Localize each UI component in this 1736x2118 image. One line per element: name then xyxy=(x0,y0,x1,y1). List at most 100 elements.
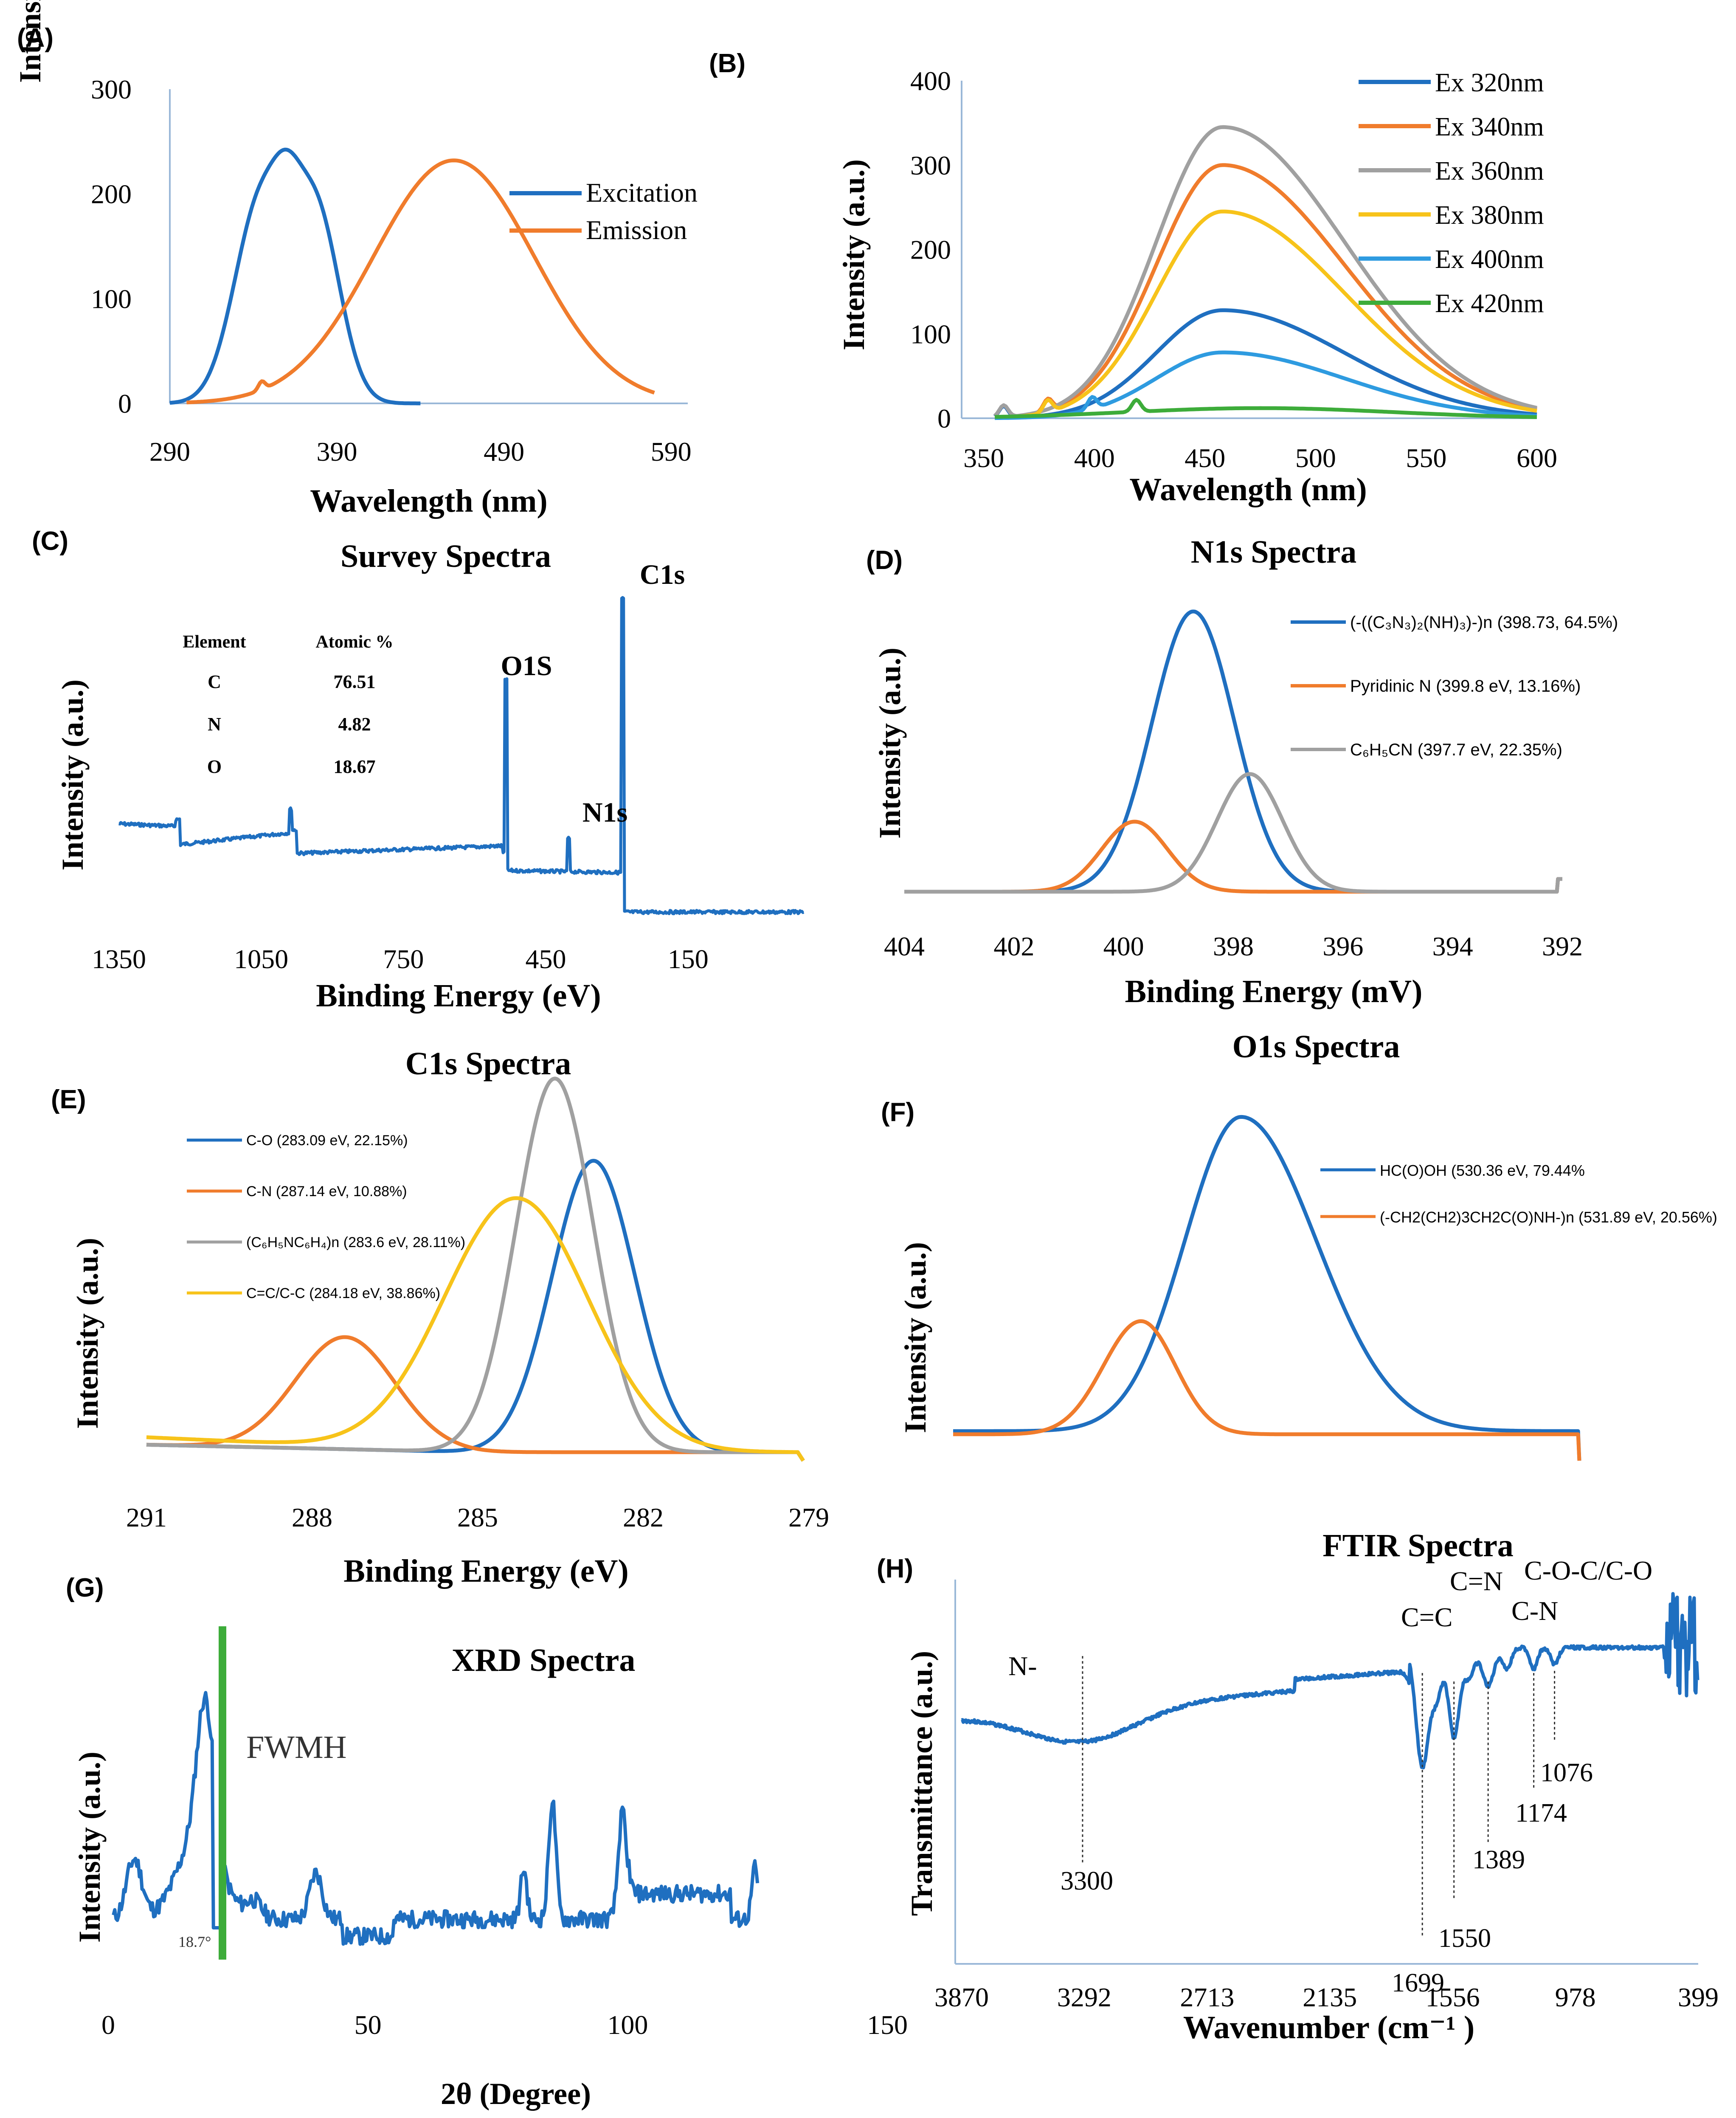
peak-angle-label: 18.7° xyxy=(178,1933,211,1950)
panel-h-title: FTIR Spectra xyxy=(1322,1528,1514,1563)
panel-d: (D) N1s Spectra (-((C₃N₃)₂(NH)₃)-)n (398… xyxy=(866,534,1618,1009)
component-curve xyxy=(146,1076,805,1462)
series-line-emission xyxy=(186,158,655,405)
series-line-excitation xyxy=(169,147,421,406)
table-header: Atomic % xyxy=(315,632,393,652)
panel-c-letter: (C) xyxy=(32,527,68,556)
panel-c: (C) Survey Spectra Element Atomic % C 76.51… xyxy=(32,527,805,1014)
x-tick-label: 288 xyxy=(292,1502,332,1532)
panel-a-xlabel: Wavelength (nm) xyxy=(310,483,547,519)
x-tick-label: 1050 xyxy=(234,944,288,974)
component-curve xyxy=(903,772,1563,894)
panel-f-curves xyxy=(952,1115,1581,1461)
panel-c-x-ticks: 1350 1050 750 450 150 xyxy=(92,944,709,974)
panel-e-curves xyxy=(146,1076,805,1462)
panel-b-curves xyxy=(993,125,1537,420)
panel-e-x-ticks: 291 288 285 282 279 xyxy=(126,1502,829,1532)
legend-label: Pyridinic N (399.8 eV, 13.16%) xyxy=(1350,677,1581,696)
panel-a: (A) 0 100 200 300 290 390 490 590 Excitation E… xyxy=(13,0,698,519)
x-tick-label: 400 xyxy=(1103,931,1144,961)
series-line-ex-380nm xyxy=(995,209,1537,420)
x-tick-label: 285 xyxy=(457,1502,498,1532)
peak-label-c1s: C1s xyxy=(640,559,685,590)
table-header: Element xyxy=(183,632,246,652)
y-tick-label: 0 xyxy=(937,403,951,434)
panel-c-curve xyxy=(118,596,805,915)
series-line-ex-360nm xyxy=(993,125,1537,418)
table-cell: N xyxy=(208,714,221,735)
panel-h-annotations: 3300 1699 1550 1389 1174 1076 N- C=C C=N C-N C-O-C… xyxy=(1008,1555,1652,1997)
x-tick-label: 3870 xyxy=(934,1982,989,2012)
panel-a-letter: (A) xyxy=(17,23,53,53)
x-tick-label: 2135 xyxy=(1303,1982,1357,2012)
panel-b-y-ticks: 0 100 200 300 400 xyxy=(910,66,951,434)
table-cell: 4.82 xyxy=(338,714,371,735)
x-tick-label: 404 xyxy=(884,931,925,961)
legend-label: Ex 400nm xyxy=(1435,245,1544,274)
component-curve xyxy=(903,820,1563,894)
panel-b-xlabel: Wavelength (nm) xyxy=(1129,472,1367,507)
x-tick-label: 750 xyxy=(383,944,424,974)
x-tick-label: 3292 xyxy=(1057,1982,1111,2012)
legend-label: Ex 320nm xyxy=(1435,68,1544,97)
panel-f-ylabel: Intensity (a.u.) xyxy=(898,1242,932,1433)
x-tick-label: 400 xyxy=(1074,443,1115,473)
panel-f-title: O1s Spectra xyxy=(1232,1029,1400,1065)
x-tick-label: 290 xyxy=(149,437,190,467)
panel-g-x-ticks: 0 50 100 150 xyxy=(101,2010,908,2040)
x-tick-label: 291 xyxy=(126,1502,167,1532)
legend-label: C-N (287.14 eV, 10.88%) xyxy=(246,1183,407,1200)
table-cell: 76.51 xyxy=(334,671,376,692)
y-tick-label: 0 xyxy=(118,389,132,419)
x-tick-label: 50 xyxy=(355,2010,382,2040)
panel-b-legend: Ex 320nm Ex 340nm Ex 360nm Ex 380nm Ex 400nm… xyxy=(1359,68,1544,318)
panel-c-title: Survey Spectra xyxy=(340,538,551,574)
x-tick-label: 150 xyxy=(867,2010,908,2040)
peak-label-n1s: N1s xyxy=(582,797,627,828)
xrd-pattern-line xyxy=(112,1691,760,1946)
component-curve xyxy=(146,1159,805,1462)
legend-label: C=C/C-C (284.18 eV, 38.86%) xyxy=(246,1285,440,1301)
peak-label-o1s: O1S xyxy=(501,651,552,682)
panel-h-x-ticks: 3870 3292 2713 2135 1556 978 399 xyxy=(934,1982,1719,2012)
panel-g-curve xyxy=(112,1691,760,1946)
legend-label: Ex 420nm xyxy=(1435,289,1544,318)
panel-h-xlabel: Wavenumber (cm⁻¹ ) xyxy=(1183,2010,1474,2045)
panel-f: (F) O1s Spectra HC(O)OH (530.36 eV, 79.4… xyxy=(881,1029,1717,1461)
x-tick-label: 398 xyxy=(1213,931,1254,961)
peak-wavenumber-label: 1389 xyxy=(1472,1845,1525,1874)
series-line-ex-400nm xyxy=(995,350,1537,420)
bond-label: N- xyxy=(1008,1651,1037,1681)
panel-g-ylabel: Intensity (a.u.) xyxy=(73,1752,107,1943)
table-cell: C xyxy=(208,671,221,692)
panel-g-xlabel: 2θ (Degree) xyxy=(441,2077,591,2111)
bond-label: C-N xyxy=(1511,1596,1558,1626)
x-tick-label: 392 xyxy=(1542,931,1583,961)
panel-e-legend: C-O (283.09 eV, 22.15%) C-N (287.14 eV, 1… xyxy=(187,1132,465,1301)
panel-a-x-ticks: 290 390 490 590 xyxy=(149,437,692,467)
legend-label: C-O (283.09 eV, 22.15%) xyxy=(246,1132,408,1149)
legend-excitation-label: Excitation xyxy=(586,177,698,208)
y-tick-label: 400 xyxy=(910,66,951,96)
x-tick-label: 1556 xyxy=(1426,1982,1480,2012)
x-tick-label: 978 xyxy=(1555,1982,1596,2012)
x-tick-label: 394 xyxy=(1432,931,1473,961)
panel-c-xlabel: Binding Energy (eV) xyxy=(316,978,601,1014)
x-tick-label: 450 xyxy=(526,944,566,974)
legend-label: HC(O)OH (530.36 eV, 79.44% xyxy=(1380,1162,1585,1179)
panel-d-xlabel: Binding Energy (mV) xyxy=(1125,974,1423,1009)
legend-label: (-((C₃N₃)₂(NH)₃)-)n (398.73, 64.5%) xyxy=(1350,613,1618,632)
table-cell: O xyxy=(207,756,222,777)
panel-h-ylabel: Transmittance (a.u.) xyxy=(905,1651,939,1916)
panel-b: (B) 0 100 200 300 400 350 400 450 500 550 600 Ex … xyxy=(709,49,1557,507)
panel-d-title: N1s Spectra xyxy=(1191,534,1357,570)
x-tick-label: 390 xyxy=(317,437,357,467)
x-tick-label: 600 xyxy=(1517,443,1557,473)
panel-g-title: XRD Spectra xyxy=(452,1642,636,1678)
y-tick-label: 200 xyxy=(910,235,951,265)
panel-e-letter: (E) xyxy=(51,1085,86,1114)
panel-g: (G) XRD Spectra FWMH 18.7° 0 50 100 150 Int… xyxy=(66,1573,908,2111)
peak-wavenumber-label: 1550 xyxy=(1438,1924,1491,1953)
y-tick-label: 100 xyxy=(910,319,951,349)
